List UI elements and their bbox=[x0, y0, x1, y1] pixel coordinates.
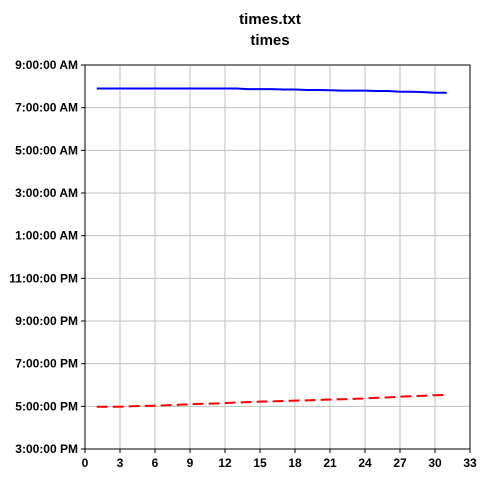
y-tick-label: 7:00:00 PM bbox=[15, 357, 78, 371]
y-tick-label: 11:00:00 PM bbox=[9, 271, 78, 285]
x-tick-label: 15 bbox=[253, 456, 267, 470]
x-tick-label: 21 bbox=[323, 456, 337, 470]
chart-subtitle: times bbox=[250, 32, 289, 49]
x-tick-label: 33 bbox=[463, 456, 477, 470]
series-line-1 bbox=[96, 87, 447, 94]
x-tick-label: 27 bbox=[393, 456, 407, 470]
x-tick-label: 9 bbox=[187, 456, 194, 470]
x-tick-label: 6 bbox=[152, 456, 159, 470]
plot-area-frame bbox=[84, 64, 471, 450]
x-tick-label: 12 bbox=[218, 456, 232, 470]
y-tick-label: 5:00:00 PM bbox=[15, 399, 78, 413]
y-tick-label: 9:00:00 PM bbox=[15, 314, 78, 328]
y-axis: 9:00:00 AM 7:00:00 AM 5:00:00 AM 3:00:00 AM… bbox=[9, 58, 85, 456]
x-tick-label: 0 bbox=[82, 456, 89, 470]
series-line-2 bbox=[96, 394, 447, 408]
x-tick-label: 24 bbox=[358, 456, 372, 470]
x-axis: 0 3 6 9 12 15 18 21 24 27 30 33 bbox=[82, 449, 477, 470]
x-tick-label: 18 bbox=[288, 456, 302, 470]
y-tick-label: 1:00:00 AM bbox=[15, 229, 78, 243]
y-tick-label: 5:00:00 AM bbox=[15, 143, 78, 157]
x-tick-label: 30 bbox=[428, 456, 442, 470]
y-tick-label: 3:00:00 AM bbox=[15, 186, 78, 200]
series-layer bbox=[96, 87, 447, 408]
grid-lines bbox=[85, 65, 470, 449]
y-tick-label: 7:00:00 AM bbox=[15, 101, 78, 115]
chart-title: times.txt bbox=[239, 11, 301, 28]
x-tick-label: 3 bbox=[117, 456, 124, 470]
y-tick-label: 9:00:00 AM bbox=[15, 58, 78, 72]
y-tick-label: 3:00:00 PM bbox=[15, 442, 78, 456]
